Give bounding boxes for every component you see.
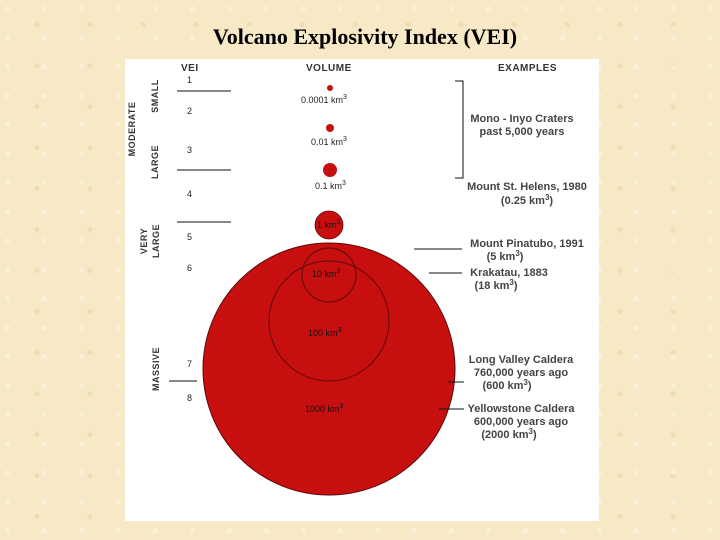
vei-level-8: 8 — [187, 393, 192, 403]
example-mono-inyo-name: Mono - Inyo Craters — [470, 113, 573, 125]
example-yellowstone-name: Yellowstone Caldera — [468, 403, 576, 415]
example-krakatau-volume: (18 km3) — [475, 278, 518, 292]
example-pinatubo-name: Mount Pinatubo, 1991 — [470, 238, 584, 250]
vei-level-5: 5 — [187, 232, 192, 242]
category-very-large: LARGE — [151, 224, 161, 258]
example-st-helens-name: Mount St. Helens, 1980 — [467, 181, 587, 193]
vei-level-2: 2 — [187, 106, 192, 116]
category-massive: MASSIVE — [151, 347, 161, 391]
example-krakatau-name: Krakatau, 1883 — [470, 267, 548, 279]
example-yellowstone-volume: (2000 km3) — [481, 427, 537, 441]
example-st-helens-volume: (0.25 km3) — [501, 193, 553, 207]
volume-label-0.0001: 0.0001 km3 — [301, 94, 347, 105]
category-small: SMALL — [150, 79, 160, 113]
volume-circle-1000-km3 — [202, 242, 456, 496]
volume-circle-1-km3 — [314, 210, 344, 240]
slide-title: Volcano Explosivity Index (VEI) — [212, 24, 518, 49]
vei-level-1: 1 — [187, 75, 192, 85]
volume-label-1: 1 km3 — [317, 219, 341, 230]
category-very: VERY — [139, 228, 149, 254]
vei-level-4: 4 — [187, 189, 192, 199]
vei-level-7: 7 — [187, 359, 192, 369]
example-pinatubo-volume: (5 km3) — [487, 249, 524, 263]
vei-diagram: VEI VOLUME EXAMPLES 1 2 3 4 5 6 7 8 SMAL… — [127, 63, 587, 496]
volume-circle-100-km3 — [268, 260, 390, 382]
volume-column-header: VOLUME — [306, 63, 352, 74]
vei-level-6: 6 — [187, 263, 192, 273]
volume-circle-0.01-km3 — [326, 124, 334, 132]
vei-level-3: 3 — [187, 145, 192, 155]
category-moderate: MODERATE — [127, 102, 137, 157]
example-long-valley-age: 760,000 years ago — [474, 367, 568, 379]
volume-label-1000: 1000 km3 — [305, 403, 344, 414]
example-long-valley-name: Long Valley Caldera — [469, 354, 574, 366]
volume-circle-10-km3 — [301, 247, 357, 303]
example-mono-inyo-period: past 5,000 years — [479, 126, 564, 138]
mono-inyo-bracket — [455, 80, 464, 179]
examples-column-header: EXAMPLES — [498, 63, 557, 74]
example-yellowstone-age: 600,000 years ago — [474, 416, 568, 428]
volume-label-0.1: 0.1 km3 — [315, 180, 346, 191]
volume-circle-0.1-km3 — [323, 163, 337, 177]
volume-label-100: 100 km3 — [308, 327, 342, 338]
category-large: LARGE — [150, 145, 160, 179]
volume-label-10: 10 km3 — [312, 268, 341, 279]
vei-diagram-panel: VEI VOLUME EXAMPLES 1 2 3 4 5 6 7 8 SMAL… — [125, 59, 599, 521]
volume-label-0.01: 0.01 km3 — [311, 136, 347, 147]
volume-circle-0.0001-km3 — [327, 85, 333, 91]
vei-column-header: VEI — [181, 63, 199, 74]
example-long-valley-volume: (600 km3) — [482, 378, 531, 392]
